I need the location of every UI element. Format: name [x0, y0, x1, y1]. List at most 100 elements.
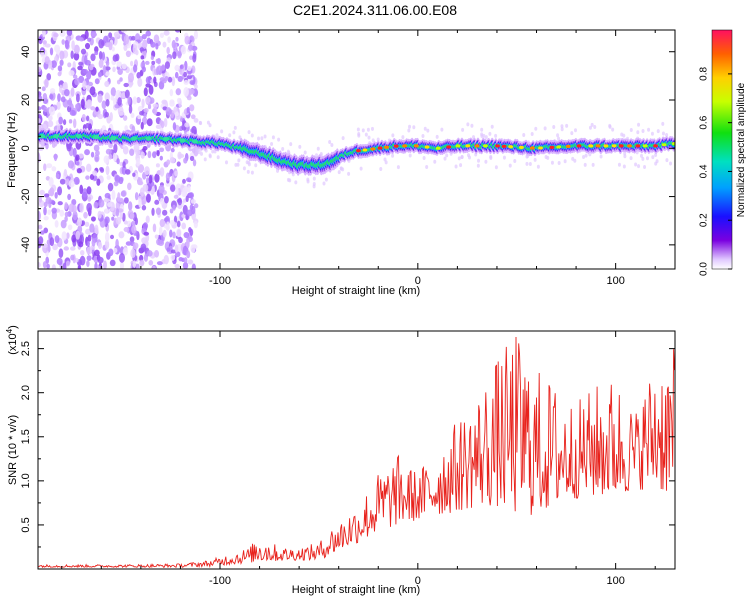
ridge-hotspot	[393, 144, 399, 148]
noise-mark	[573, 128, 577, 133]
noise-mark	[123, 220, 128, 225]
noise-mark	[361, 128, 365, 133]
noise-mark	[85, 163, 92, 172]
noise-mark	[152, 223, 157, 233]
noise-mark	[64, 216, 68, 223]
noise-mark	[623, 151, 627, 156]
noise-mark	[105, 165, 110, 176]
noise-mark	[174, 30, 181, 33]
noise-mark	[81, 113, 86, 122]
noise-mark	[118, 176, 124, 185]
noise-mark	[116, 79, 121, 85]
noise-mark	[208, 153, 212, 158]
noise-mark	[132, 172, 136, 177]
noise-mark	[51, 60, 57, 69]
noise-mark	[86, 71, 92, 80]
noise-mark	[80, 249, 85, 256]
noise-mark	[169, 219, 175, 226]
noise-mark	[433, 159, 437, 164]
noise-mark	[119, 111, 125, 116]
noise-mark	[484, 135, 488, 140]
noise-mark	[661, 131, 665, 136]
snr-plot-area	[38, 331, 675, 569]
spectrogram-x-ticks: -100 0 100	[61, 30, 656, 287]
noise-mark	[191, 125, 197, 135]
noise-mark	[281, 146, 285, 151]
ridge-hotspot	[549, 145, 555, 149]
noise-mark	[193, 30, 198, 40]
noise-mark	[191, 263, 196, 269]
noise-mark	[661, 121, 665, 126]
noise-mark	[139, 259, 145, 267]
noise-mark	[530, 131, 534, 136]
noise-mark	[43, 206, 47, 216]
noise-mark	[88, 64, 94, 71]
noise-mark	[247, 130, 251, 135]
noise-mark	[171, 76, 176, 87]
noise-mark	[79, 202, 84, 213]
noise-mark	[118, 252, 125, 263]
noise-mark	[134, 192, 139, 201]
noise-mark	[153, 34, 160, 43]
noise-mark	[169, 89, 174, 97]
noise-mark	[152, 151, 157, 159]
noise-mark	[560, 124, 564, 129]
noise-mark	[182, 261, 189, 269]
noise-mark	[177, 75, 183, 82]
noise-mark	[69, 109, 76, 116]
noise-mark	[152, 103, 159, 108]
noise-mark	[137, 180, 144, 186]
noise-mark	[171, 39, 176, 49]
noise-mark	[151, 60, 156, 65]
noise-mark	[563, 159, 567, 164]
ridge-hotspot	[455, 144, 461, 148]
ridge-hotspot	[611, 144, 617, 148]
noise-mark	[193, 118, 199, 123]
noise-mark	[651, 155, 655, 160]
spectrogram-y-ticks: -40 -20 0 20 40	[20, 39, 675, 270]
figure-title: C2E1.2024.311.06.00.E08	[293, 2, 457, 18]
noise-mark	[289, 142, 293, 147]
noise-mark	[86, 246, 93, 255]
noise-mark	[189, 80, 196, 86]
snr-panel: -100 0 100 0.5 1.0 1.5 2.0 2.5 Height of strai…	[5, 325, 676, 596]
noise-mark	[81, 220, 86, 226]
noise-mark	[186, 95, 192, 101]
noise-mark	[68, 98, 72, 108]
noise-mark	[94, 46, 99, 53]
noise-mark	[178, 153, 185, 158]
noise-mark	[247, 160, 251, 165]
snr-y-tick-label: 2.5	[20, 341, 32, 356]
spectrogram-ridge	[38, 127, 675, 176]
noise-mark	[650, 131, 654, 136]
noise-mark	[76, 161, 80, 166]
colorbar-tick-label: 0.0	[699, 262, 710, 276]
noise-mark	[341, 136, 345, 141]
noise-mark	[150, 41, 156, 48]
noise-mark	[40, 140, 45, 150]
ridge-hotspot	[446, 145, 452, 149]
noise-mark	[560, 127, 564, 132]
noise-mark	[38, 118, 41, 124]
noise-mark	[56, 101, 61, 110]
noise-mark	[145, 215, 150, 224]
ridge-hotspot	[635, 144, 641, 148]
colorbar-tick-label: 0.4	[699, 164, 710, 178]
noise-mark	[44, 78, 49, 88]
noise-mark	[77, 265, 82, 269]
noise-mark	[113, 247, 118, 254]
noise-mark	[145, 30, 151, 37]
noise-mark	[316, 146, 320, 151]
noise-mark	[104, 92, 110, 102]
noise-mark	[189, 104, 195, 112]
noise-mark	[83, 211, 88, 219]
noise-mark	[242, 166, 246, 171]
noise-mark	[67, 62, 72, 68]
ridge-hotspot	[671, 141, 675, 146]
noise-mark	[101, 51, 106, 61]
noise-mark	[187, 185, 191, 193]
noise-mark	[79, 37, 84, 42]
ridge-hotspot	[661, 143, 667, 147]
noise-mark	[106, 175, 111, 180]
noise-mark	[123, 34, 130, 45]
